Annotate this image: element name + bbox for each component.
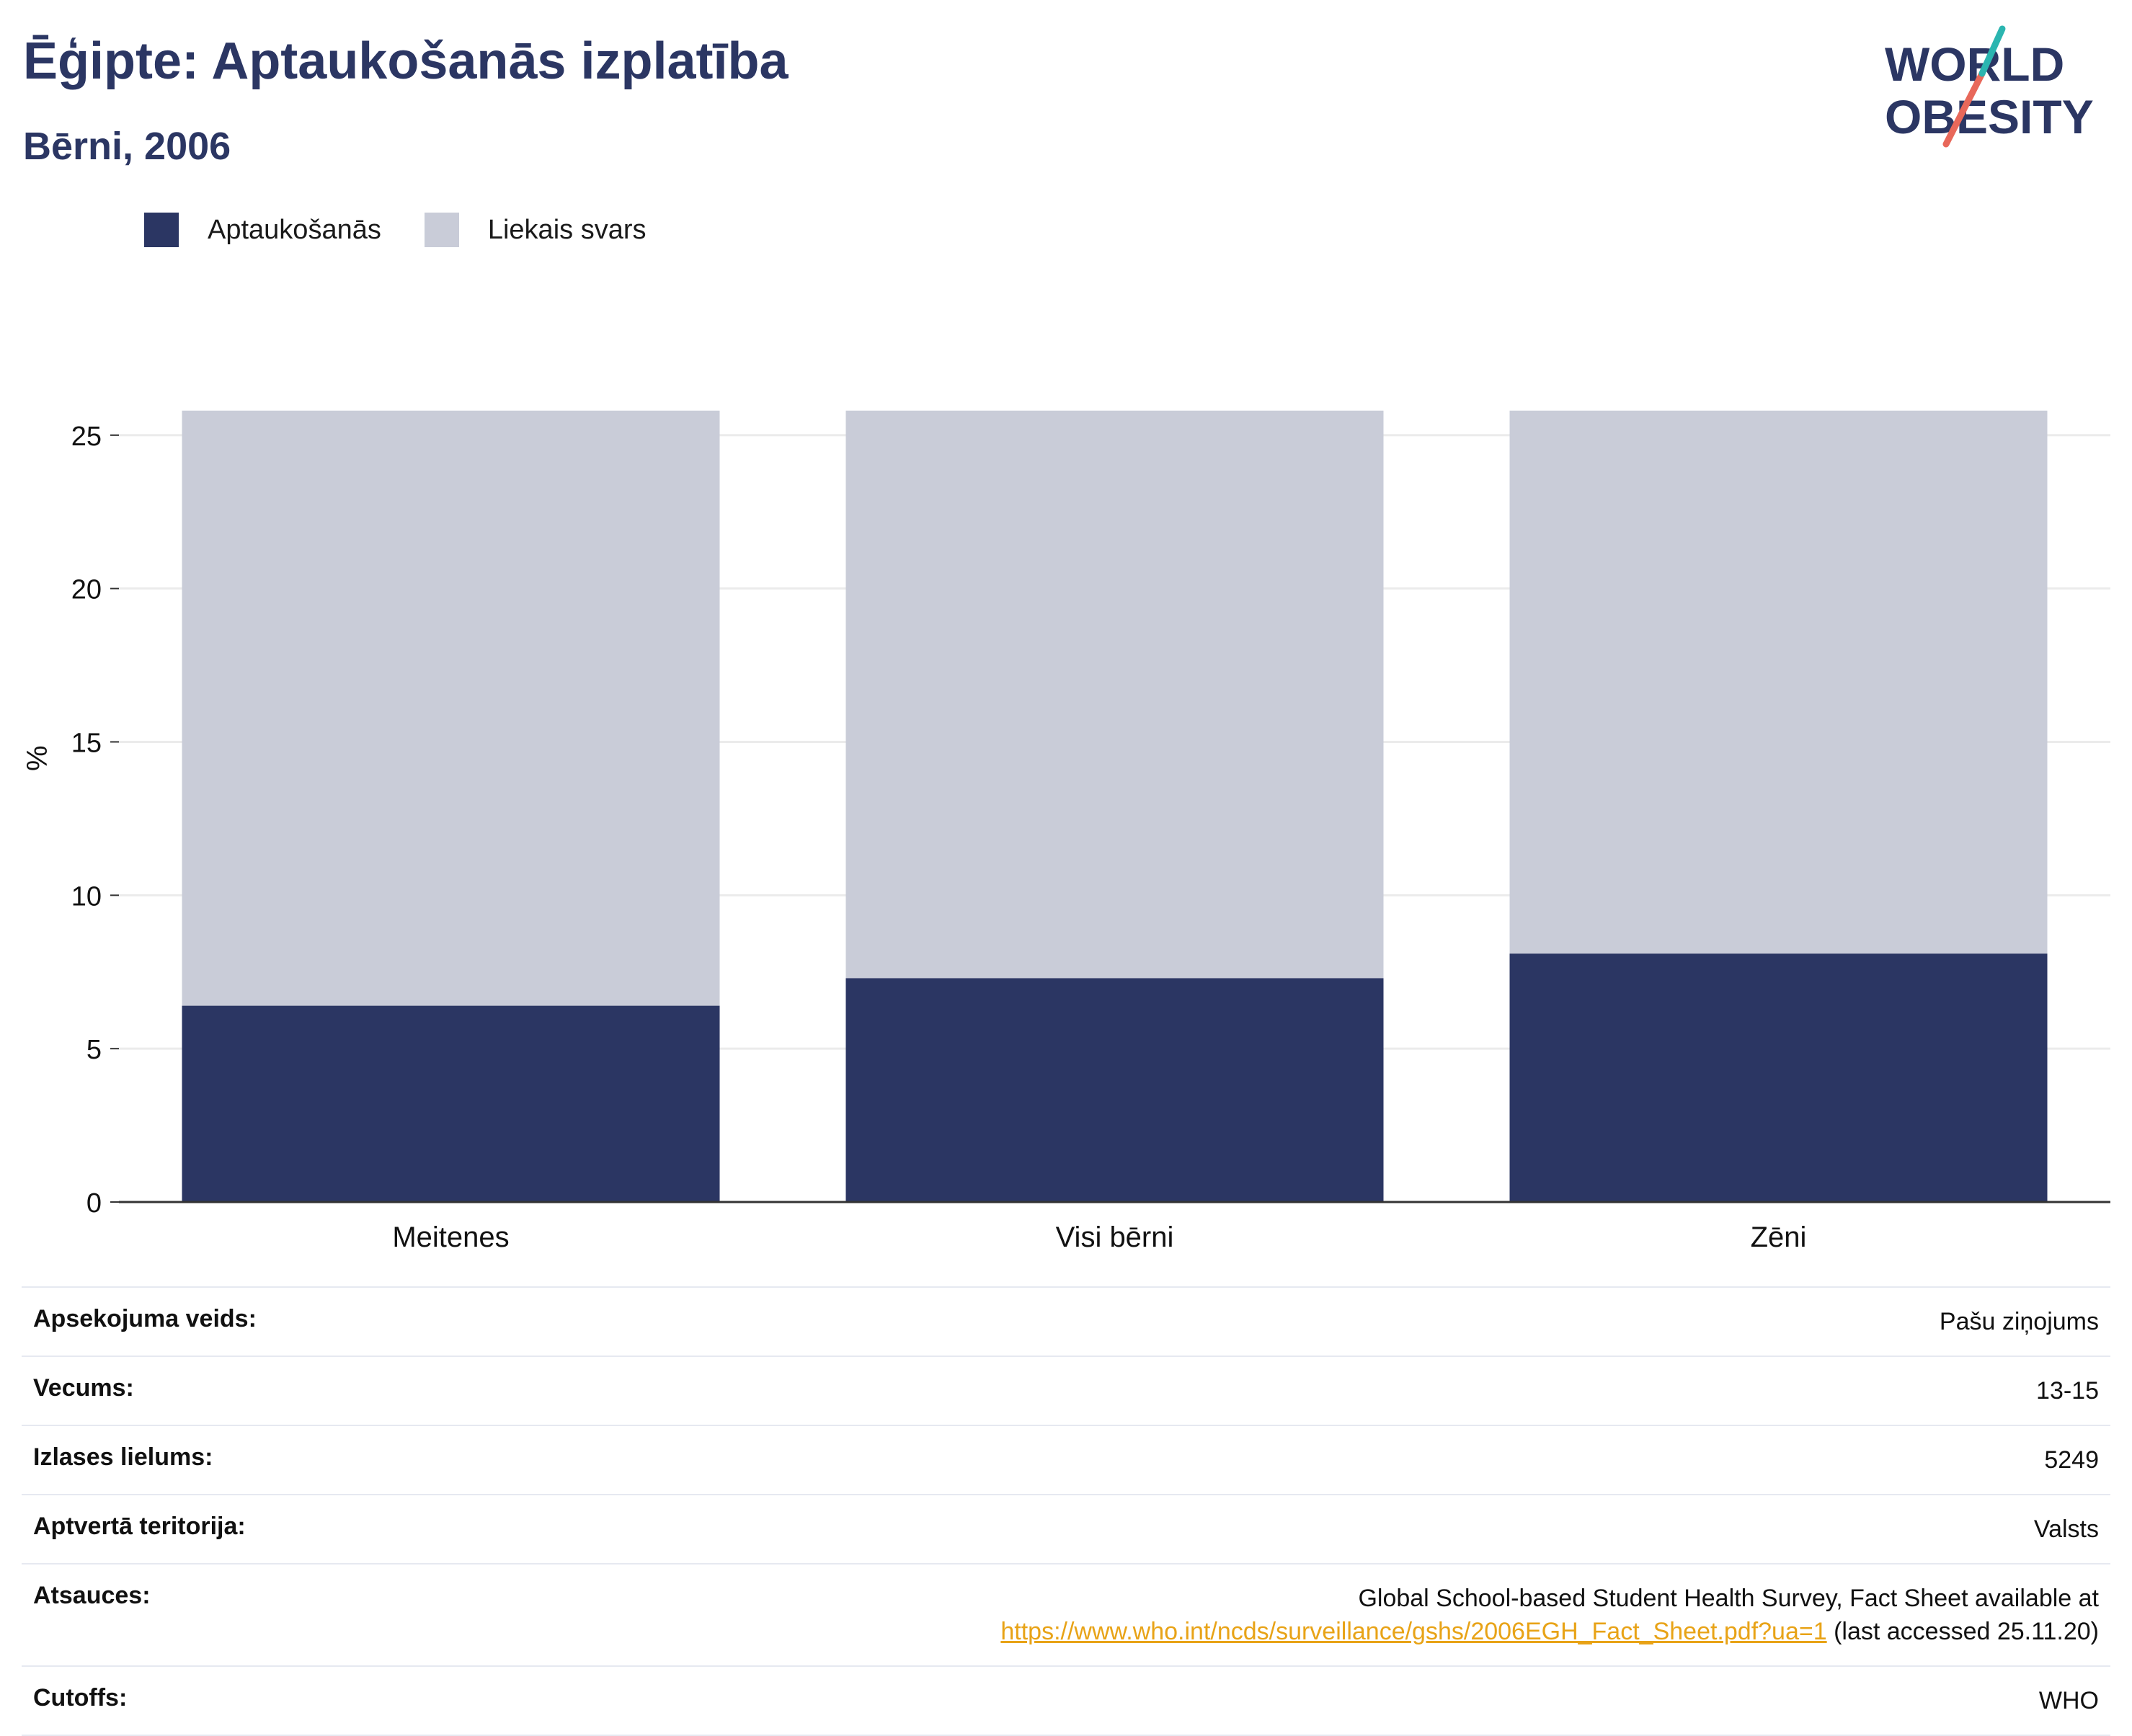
page-title: Ēģipte: Aptaukošanās izplatība xyxy=(23,32,789,90)
bar-obesity xyxy=(845,978,1384,1202)
bar-overweight xyxy=(845,410,1384,979)
info-label: Atsauces: xyxy=(33,1582,151,1609)
legend-swatch-overweight xyxy=(424,213,459,247)
info-label: Vecums: xyxy=(33,1374,134,1402)
info-row-sample-size: Izlases lielums: 5249 xyxy=(22,1425,2110,1494)
logo-slash-top xyxy=(1978,25,2006,77)
page-subtitle: Bērni, 2006 xyxy=(23,125,231,168)
info-value: 5249 xyxy=(2044,1446,2099,1474)
references-suffix: (last accessed 25.11.20) xyxy=(1826,1618,2099,1645)
reference-link[interactable]: https://www.who.int/ncds/surveillance/gs… xyxy=(1000,1618,1827,1645)
info-row-coverage: Aptvertā teritorija: Valsts xyxy=(22,1494,2110,1563)
bar-obesity xyxy=(1509,953,2048,1202)
info-table: Apsekojuma veids: Pašu ziņojums Vecums: … xyxy=(22,1286,2110,1736)
info-label: Aptvertā teritorija: xyxy=(33,1513,246,1540)
y-tick-label: 5 xyxy=(86,1035,102,1065)
info-label: Izlases lielums: xyxy=(33,1443,213,1471)
info-label: Cutoffs: xyxy=(33,1684,128,1711)
bar-overweight xyxy=(1509,410,2048,954)
x-tick-label: Meitenes xyxy=(392,1221,509,1253)
logo-line2: OBESITY xyxy=(1885,90,2094,143)
info-row-cutoffs: Cutoffs: WHO xyxy=(22,1665,2110,1736)
chart-legend: Aptaukošanās Liekais svars xyxy=(144,213,689,247)
info-value: WHO xyxy=(2038,1687,2099,1714)
legend-swatch-obesity xyxy=(144,213,179,247)
info-label: Apsekojuma veids: xyxy=(33,1305,257,1332)
world-obesity-logo: WORLD OBESITY xyxy=(1885,25,2094,148)
info-value: Valsts xyxy=(2033,1515,2099,1543)
info-value: Pašu ziņojums xyxy=(1939,1308,2099,1335)
y-tick-label: 25 xyxy=(71,422,102,452)
legend-item-overweight[interactable]: Liekais svars xyxy=(424,213,647,247)
x-tick-label: Visi bērni xyxy=(1056,1221,1174,1253)
legend-label-obesity: Aptaukošanās xyxy=(208,214,381,245)
info-value: 13-15 xyxy=(2036,1377,2099,1405)
references-text: Global School-based Student Health Surve… xyxy=(1358,1585,2099,1612)
y-tick-label: 20 xyxy=(71,575,102,605)
info-row-references: Atsauces: Global School-based Student He… xyxy=(22,1563,2110,1665)
legend-label-overweight: Liekais svars xyxy=(487,214,647,245)
y-tick-label: 15 xyxy=(71,729,102,759)
legend-item-obesity[interactable]: Aptaukošanās xyxy=(144,213,381,247)
y-tick-label: 10 xyxy=(71,881,102,912)
bar-obesity xyxy=(182,1005,720,1202)
references-value: Global School-based Student Health Surve… xyxy=(1000,1582,2099,1648)
info-row-age: Vecums: 13-15 xyxy=(22,1356,2110,1425)
info-row-survey-type: Apsekojuma veids: Pašu ziņojums xyxy=(22,1286,2110,1356)
y-tick-label: 0 xyxy=(86,1188,102,1219)
stacked-bar-chart: 0 5 10 15 20 25 Meitenes Visi bērni Zēni xyxy=(71,410,2110,1253)
x-tick-label: Zēni xyxy=(1751,1221,1807,1253)
logo-slash-bottom xyxy=(1942,70,1986,148)
bar-overweight xyxy=(182,410,720,1006)
